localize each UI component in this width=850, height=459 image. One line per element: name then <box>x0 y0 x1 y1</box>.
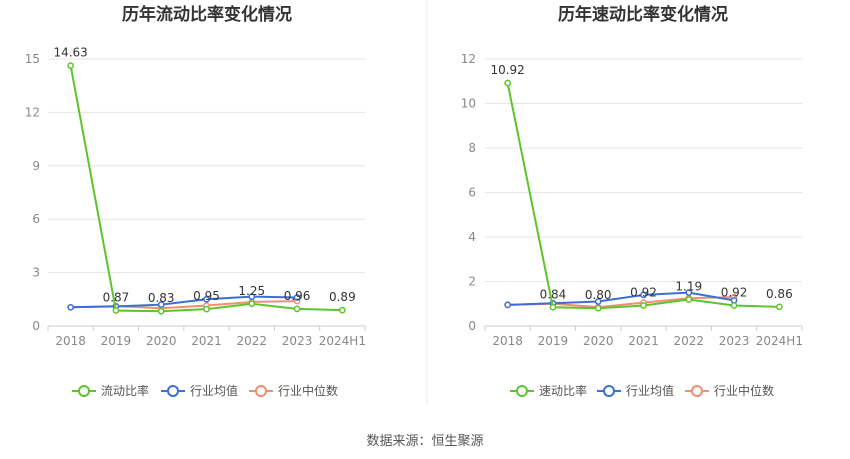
legend-item: 流动比率 <box>72 383 149 398</box>
legend-label: 行业均值 <box>626 383 674 398</box>
x-tick-label: 2022 <box>674 334 705 348</box>
data-point <box>640 291 647 299</box>
data-point <box>504 301 511 309</box>
legend-label: 流动比率 <box>101 383 149 398</box>
y-tick-label: 12 <box>25 105 40 119</box>
data-label: 0.86 <box>766 287 793 301</box>
x-tick-label: 2022 <box>237 334 268 348</box>
data-point <box>157 301 165 308</box>
data-label: 10.92 <box>490 63 524 77</box>
y-tick-label: 0 <box>32 319 40 333</box>
legend-label: 速动比率 <box>539 383 587 398</box>
data-label: 0.92 <box>721 286 748 300</box>
chart-2: 历年速动比率变化情况 0 2 4 6 8 10 12 2018 2019 2020 2021 2022 2… <box>461 4 803 398</box>
legend-label: 行业均值 <box>190 383 238 398</box>
legend-label: 行业中位数 <box>278 383 338 398</box>
legend-item: 行业中位数 <box>249 383 338 398</box>
data-point <box>685 296 693 303</box>
data-point <box>685 289 693 296</box>
series-line <box>70 295 298 309</box>
y-tick-label: 3 <box>32 266 40 280</box>
legend-marker <box>603 385 615 397</box>
data-point <box>594 304 602 312</box>
data-point <box>248 300 256 308</box>
data-source-note: 数据来源：恒生聚源 <box>366 434 484 449</box>
data-point <box>293 294 301 301</box>
chart-title: 历年流动比率变化情况 <box>122 4 292 25</box>
series-line <box>69 65 343 313</box>
data-label: 0.80 <box>585 288 612 302</box>
data-point <box>640 302 647 309</box>
y-tick-label: 9 <box>32 159 40 173</box>
data-label: 1.19 <box>675 280 702 294</box>
data-point <box>594 298 602 305</box>
data-point <box>67 303 74 311</box>
x-tick-label: 2023 <box>719 334 750 348</box>
legend-item: 行业中位数 <box>685 383 774 398</box>
data-point <box>248 293 256 300</box>
x-tick-label: 2020 <box>146 334 177 348</box>
x-tick-label: 2023 <box>282 334 313 348</box>
data-point <box>293 305 301 313</box>
y-tick-label: 12 <box>461 52 476 66</box>
y-tick-label: 0 <box>468 319 476 333</box>
y-tick-label: 6 <box>32 212 40 226</box>
data-label: 0.95 <box>193 289 220 303</box>
y-tick-label: 6 <box>468 186 476 200</box>
legend-marker <box>255 385 267 397</box>
x-tick-label: 2024H1 <box>319 334 366 348</box>
data-label: 0.84 <box>540 287 567 301</box>
x-tick-label: 2019 <box>538 334 569 348</box>
x-tick-label: 2018 <box>55 334 86 348</box>
data-point <box>203 295 210 303</box>
legend-item: 速动比率 <box>510 383 587 398</box>
y-tick-label: 15 <box>25 52 40 66</box>
data-point <box>730 302 738 309</box>
data-point <box>549 303 557 311</box>
x-tick-label: 2021 <box>628 334 659 348</box>
chart-title: 历年速动比率变化情况 <box>558 4 728 25</box>
x-tick-label: 2024H1 <box>756 334 803 348</box>
legend-marker <box>167 385 179 397</box>
data-label: 14.63 <box>53 46 87 60</box>
legend-item: 行业均值 <box>597 383 674 398</box>
x-tick-label: 2018 <box>492 334 523 348</box>
y-tick-label: 10 <box>461 97 476 111</box>
data-label: 1.25 <box>238 284 265 298</box>
series-line <box>507 291 735 306</box>
x-tick-label: 2021 <box>191 334 222 348</box>
legend-item: 行业均值 <box>161 383 238 398</box>
y-tick-label: 8 <box>468 141 476 155</box>
data-label: 0.87 <box>103 291 130 305</box>
legend-marker <box>516 385 528 397</box>
data-point <box>504 79 511 87</box>
data-label: 0.89 <box>329 290 356 304</box>
legend-marker <box>691 385 703 397</box>
y-tick-label: 4 <box>468 230 476 244</box>
data-point <box>339 306 346 314</box>
data-point <box>67 62 74 69</box>
chart-1: 历年流动比率变化情况 0 3 6 9 12 15 2018 2019 2020 2021 2022 20… <box>25 4 366 398</box>
data-label: 0.96 <box>284 289 311 303</box>
y-tick-label: 2 <box>468 275 476 289</box>
data-label: 0.92 <box>630 286 657 300</box>
data-label: 0.83 <box>148 291 175 305</box>
data-point <box>203 305 210 313</box>
x-tick-label: 2019 <box>101 334 132 348</box>
x-tick-label: 2020 <box>583 334 614 348</box>
data-point <box>112 307 120 314</box>
legend-label: 行业中位数 <box>714 383 774 398</box>
series-line <box>506 82 780 310</box>
data-point <box>157 307 165 315</box>
data-point <box>776 303 783 311</box>
legend-marker <box>78 385 90 397</box>
